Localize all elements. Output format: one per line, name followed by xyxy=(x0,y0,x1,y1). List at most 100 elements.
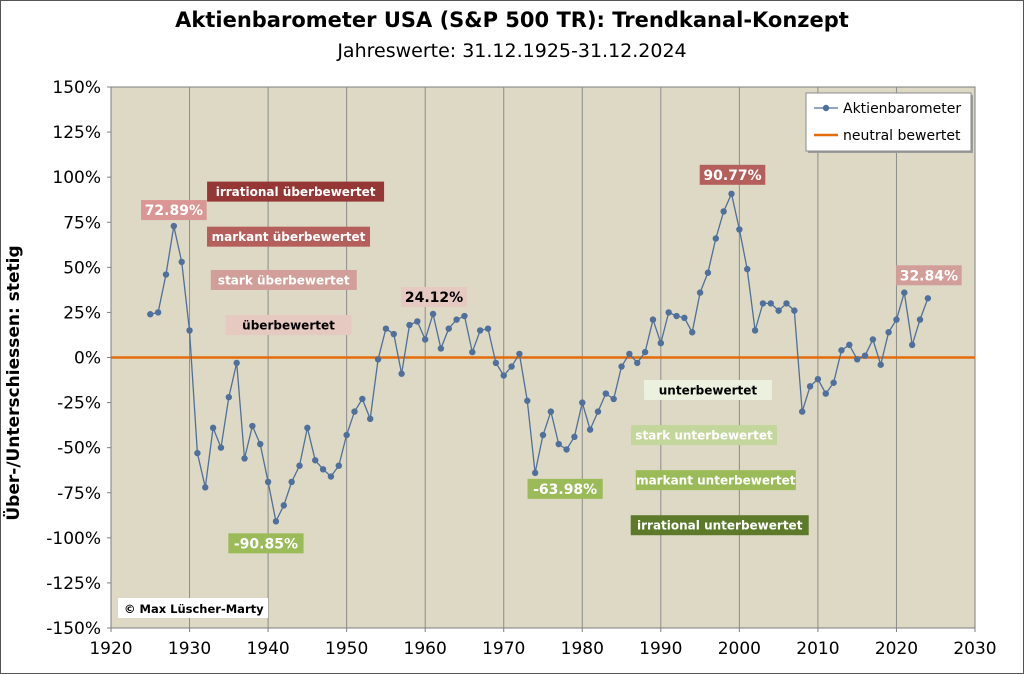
data-point xyxy=(586,426,594,433)
zone-label-box xyxy=(631,425,778,446)
zone-label-box xyxy=(207,181,385,202)
data-point xyxy=(861,352,869,359)
callout-label: 72.89% xyxy=(145,203,203,219)
data-point xyxy=(390,330,397,338)
zone-label-box xyxy=(210,269,357,290)
data-point xyxy=(563,446,570,453)
data-point xyxy=(736,226,743,233)
y-tick-label: -125% xyxy=(46,574,101,594)
zone-label-box xyxy=(207,226,371,247)
callout-label: -90.85% xyxy=(234,536,298,552)
data-point xyxy=(162,271,170,278)
data-point xyxy=(351,408,358,415)
legend-marker xyxy=(822,104,830,112)
data-point xyxy=(610,395,617,403)
x-tick-label: 1960 xyxy=(404,639,447,659)
data-point xyxy=(681,314,688,322)
data-point xyxy=(846,341,853,349)
data-point xyxy=(822,390,829,397)
y-tick-label: -25% xyxy=(57,394,101,414)
data-point xyxy=(209,424,217,432)
data-point xyxy=(704,269,712,276)
y-tick-label: -50% xyxy=(57,439,101,459)
y-tick-label: 25% xyxy=(63,303,101,323)
data-point xyxy=(154,309,162,316)
data-point xyxy=(398,370,405,377)
zone-label: unterbewertet xyxy=(659,383,758,397)
data-point xyxy=(257,440,264,448)
data-point xyxy=(869,336,877,343)
data-point xyxy=(288,478,295,486)
data-point xyxy=(359,395,366,403)
y-tick-label: 0% xyxy=(74,349,101,369)
zone-label: irrational überbewertet xyxy=(216,185,376,199)
data-point xyxy=(382,325,390,332)
data-point xyxy=(296,462,303,469)
data-point xyxy=(264,478,272,486)
data-point xyxy=(924,295,932,302)
data-point xyxy=(508,363,515,370)
legend-entry: Aktienbarometer xyxy=(843,101,961,117)
data-point xyxy=(469,348,476,356)
data-point xyxy=(327,473,335,480)
data-point xyxy=(217,444,225,451)
data-point xyxy=(916,316,924,323)
data-point xyxy=(885,329,892,336)
callout-box xyxy=(527,478,603,499)
x-tick-label: 2010 xyxy=(796,639,839,659)
callout-label: 32.84% xyxy=(900,268,958,284)
x-tick-label: 1940 xyxy=(246,639,289,659)
data-point xyxy=(799,408,806,415)
y-tick-label: 125% xyxy=(52,123,101,143)
data-point xyxy=(775,307,782,314)
data-point xyxy=(791,307,798,314)
data-point xyxy=(665,309,672,316)
data-point xyxy=(657,339,665,347)
callout-box xyxy=(401,287,467,308)
data-point xyxy=(901,289,908,296)
data-point xyxy=(539,431,547,439)
data-point xyxy=(634,359,641,367)
y-tick-label: 50% xyxy=(63,258,101,278)
data-point xyxy=(908,341,916,349)
legend-box xyxy=(805,92,972,152)
data-point xyxy=(367,415,374,423)
data-point xyxy=(728,190,735,198)
data-point xyxy=(492,359,500,367)
data-point xyxy=(594,408,602,415)
data-point xyxy=(312,457,319,464)
data-point xyxy=(673,312,680,320)
callout-box xyxy=(699,164,766,185)
x-tick-label: 2020 xyxy=(875,639,918,659)
legend-entry: neutral bewertet xyxy=(843,128,961,144)
data-point xyxy=(225,393,233,401)
data-point xyxy=(853,356,861,363)
data-point xyxy=(147,311,154,318)
data-point xyxy=(838,347,845,354)
x-tick-label: 1930 xyxy=(168,639,211,659)
zone-label-box xyxy=(635,470,796,491)
data-point xyxy=(414,318,421,325)
callout-label: 90.77% xyxy=(703,168,761,184)
data-point xyxy=(751,327,759,334)
data-point xyxy=(202,484,209,491)
data-point xyxy=(602,390,610,397)
data-point xyxy=(712,235,719,242)
zone-label-box xyxy=(225,315,352,336)
data-point xyxy=(374,356,382,363)
zone-label-box xyxy=(643,379,772,400)
x-tick-label: 2030 xyxy=(953,639,996,659)
callout-box xyxy=(228,533,304,554)
data-point xyxy=(579,399,586,406)
data-point xyxy=(484,325,492,332)
data-point xyxy=(696,289,704,296)
callout-box xyxy=(141,200,207,221)
data-point xyxy=(689,329,696,336)
y-tick-label: 75% xyxy=(63,213,101,233)
y-tick-label: -150% xyxy=(46,619,101,639)
data-point xyxy=(186,327,193,334)
data-point xyxy=(877,361,884,368)
data-point xyxy=(618,363,625,370)
x-tick-label: 1980 xyxy=(561,639,604,659)
